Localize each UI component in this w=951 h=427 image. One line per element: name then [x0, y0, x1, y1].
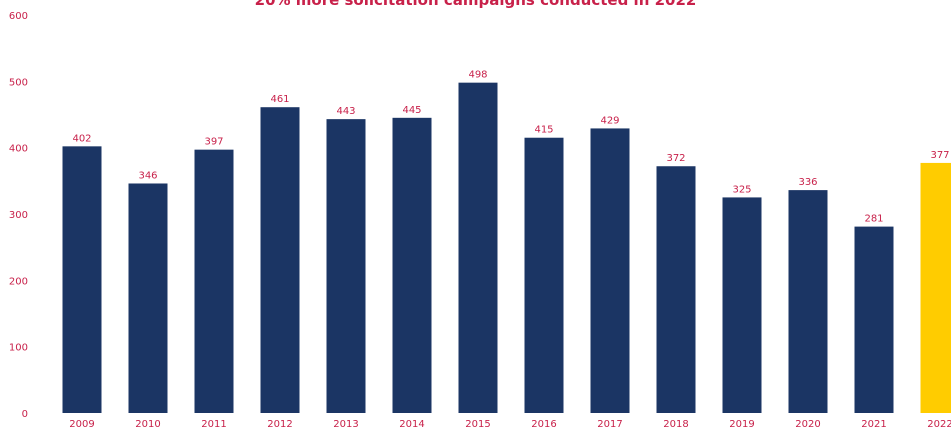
bar-2018	[656, 166, 696, 413]
data-label-2020: 336	[798, 177, 817, 188]
data-label-2019: 325	[732, 184, 751, 195]
bar-2016	[524, 137, 564, 413]
bar-2013	[326, 119, 366, 413]
x-tick-label-2010: 2010	[135, 419, 160, 427]
x-tick-label-2009: 2009	[69, 419, 94, 427]
bars-group	[62, 82, 951, 414]
data-label-2013: 443	[336, 106, 355, 117]
data-label-2015: 498	[468, 70, 487, 81]
data-label-2021: 281	[864, 214, 883, 225]
x-axis: 2009 2010 2011 2012 2013 2014 2015 2016 2017 2018…	[69, 419, 951, 427]
bar-2019	[722, 197, 762, 413]
data-label-2009: 402	[72, 133, 91, 144]
x-tick-label-2018: 2018	[663, 419, 688, 427]
bar-2021	[854, 226, 894, 413]
x-tick-label-2015: 2015	[465, 419, 490, 427]
bar-2022	[920, 162, 951, 413]
y-tick-label: 300	[9, 210, 28, 221]
y-axis: 0 100 200 300 400 500 600	[9, 11, 28, 420]
data-label-2017: 429	[600, 115, 619, 126]
bar-2012	[260, 107, 300, 413]
data-label-2010: 346	[138, 170, 157, 181]
x-tick-label-2016: 2016	[531, 419, 556, 427]
bar-2017	[590, 128, 630, 413]
data-label-2012: 461	[270, 94, 289, 105]
x-tick-label-2021: 2021	[861, 419, 886, 427]
data-label-2014: 445	[402, 105, 421, 116]
x-tick-label-2012: 2012	[267, 419, 292, 427]
bar-2015	[458, 82, 498, 413]
data-label-2011: 397	[204, 137, 223, 148]
bar-2009	[62, 146, 102, 413]
data-label-2018: 372	[666, 153, 685, 164]
bar-2014	[392, 117, 432, 414]
y-tick-label: 500	[9, 77, 28, 88]
x-tick-label-2014: 2014	[399, 419, 424, 427]
data-label-2016: 415	[534, 125, 553, 136]
bar-2010	[128, 183, 168, 413]
x-tick-label-2017: 2017	[597, 419, 622, 427]
y-tick-label: 600	[9, 11, 28, 22]
x-tick-label-2020: 2020	[795, 419, 820, 427]
data-labels-group: 402 346 397 461 443 445 498 415 429 372 325 336 281 3…	[72, 70, 949, 225]
chart-title: 20% more solicitation campaigns conducte…	[254, 0, 697, 9]
x-tick-label-2022: 2022	[927, 419, 951, 427]
y-tick-label: 400	[9, 144, 28, 155]
y-tick-label: 0	[22, 409, 28, 420]
y-tick-label: 100	[9, 343, 28, 354]
x-tick-label-2019: 2019	[729, 419, 754, 427]
y-tick-label: 200	[9, 276, 28, 287]
data-label-2022: 377	[930, 150, 949, 161]
bar-2020	[788, 190, 828, 413]
x-tick-label-2011: 2011	[201, 419, 226, 427]
x-tick-label-2013: 2013	[333, 419, 358, 427]
bar-2011	[194, 149, 234, 413]
